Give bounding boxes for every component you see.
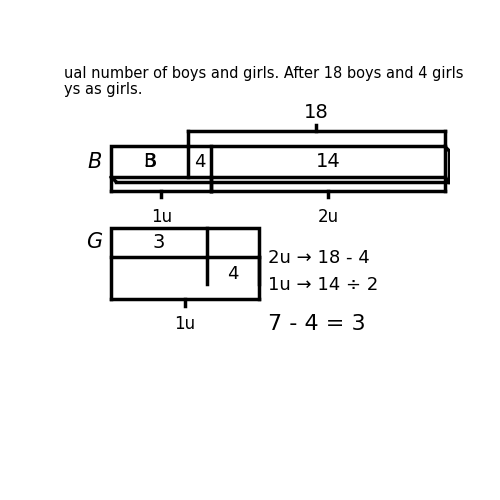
Text: 2u → 18 - 4: 2u → 18 - 4 bbox=[268, 248, 370, 266]
Text: 14: 14 bbox=[316, 152, 340, 171]
Text: B: B bbox=[143, 152, 156, 171]
Text: 2u: 2u bbox=[318, 208, 338, 226]
Text: G: G bbox=[86, 232, 102, 252]
Text: 4: 4 bbox=[227, 265, 238, 283]
Text: 4: 4 bbox=[194, 152, 205, 170]
Text: 1u → 14 ÷ 2: 1u → 14 ÷ 2 bbox=[268, 276, 378, 293]
Text: 3: 3 bbox=[144, 152, 156, 171]
Bar bbox=[112, 146, 444, 177]
Text: B: B bbox=[87, 152, 102, 172]
Bar bbox=[112, 228, 258, 257]
Text: 1u: 1u bbox=[174, 315, 196, 333]
Text: ys as girls.: ys as girls. bbox=[64, 82, 142, 96]
Text: 7 - 4 = 3: 7 - 4 = 3 bbox=[268, 314, 366, 334]
Text: 18: 18 bbox=[304, 102, 328, 122]
Text: ual number of boys and girls. After 18 boys and 4 girls: ual number of boys and girls. After 18 b… bbox=[64, 66, 464, 81]
Text: 1u: 1u bbox=[151, 208, 172, 226]
Text: 3: 3 bbox=[153, 233, 166, 252]
